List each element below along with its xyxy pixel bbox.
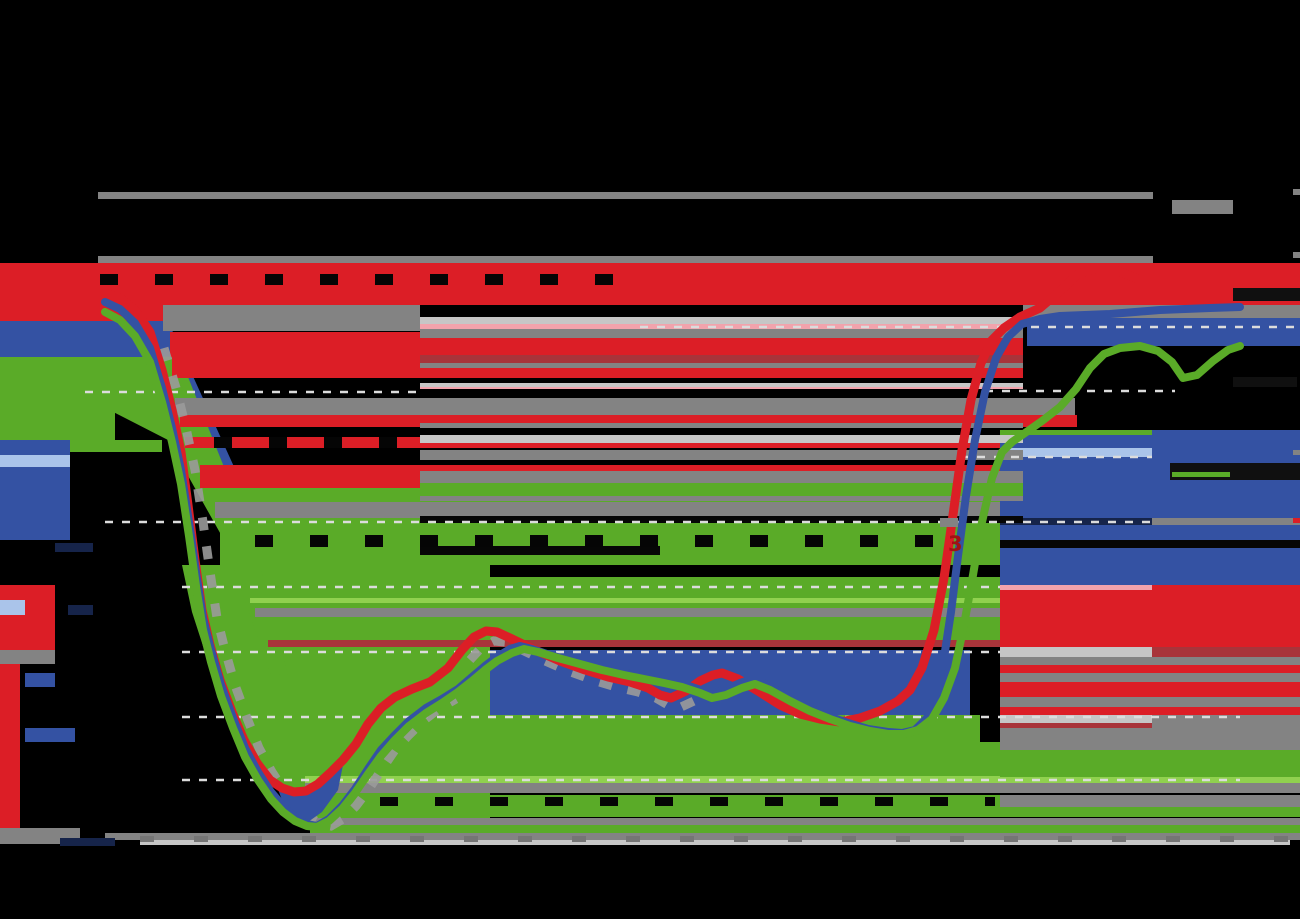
glitch-stripe — [1000, 682, 1300, 697]
glitch-stripe — [250, 598, 1000, 603]
glitch-stripe — [245, 577, 1000, 598]
glitch-stripe — [1172, 472, 1230, 477]
glitch-stripe — [1000, 777, 1300, 783]
illegible-legend-text-block — [1172, 200, 1233, 214]
glitch-stripe — [1027, 318, 1300, 346]
glitch-stripe — [98, 256, 1153, 263]
glitch-stripe — [420, 516, 1023, 523]
glitch-fragment — [940, 518, 958, 527]
glitch-stripe — [0, 455, 70, 467]
glitch-stripe — [1000, 750, 1300, 778]
glitch-stripe — [310, 825, 1300, 833]
glitch-stripe — [1000, 723, 1152, 728]
glitch-stripe — [420, 317, 1023, 324]
glitch-stripe — [1152, 647, 1300, 657]
glitch-stripe — [310, 818, 1300, 825]
axis-tick-label-block — [60, 838, 115, 846]
glitch-stripe — [1293, 189, 1300, 195]
spike-annotation-text: 3 — [948, 532, 963, 556]
glitch-stripe — [1000, 715, 1152, 723]
glitch-stripe — [0, 585, 55, 650]
axis-tick-label-block — [25, 728, 75, 742]
glitch-stripe — [98, 192, 1153, 199]
glitch-stripe — [420, 324, 1023, 329]
glitch-stripe — [268, 640, 1000, 647]
glitch-stripe — [420, 450, 1023, 460]
glitch-stripe — [0, 600, 25, 615]
glitch-stripe — [305, 776, 1000, 783]
glitch-stripe — [255, 603, 1000, 608]
glitch-stripe — [215, 502, 1000, 518]
axis-tick-label-block — [25, 673, 55, 687]
glitch-stripe — [420, 355, 1023, 365]
right-axis-tick — [1293, 450, 1300, 455]
glitch-stripe — [1000, 435, 1152, 448]
glitch-stripe — [1000, 430, 1152, 435]
glitch-stripe — [420, 329, 1023, 338]
glitch-stripe — [1000, 525, 1300, 540]
glitch-stripe — [1000, 448, 1152, 457]
glitch-stripe — [420, 483, 1023, 496]
glitch-stripe — [255, 608, 1000, 617]
glitch-stripe — [1000, 590, 1300, 647]
glitch-stripe — [105, 833, 1300, 840]
glitch-stripe — [1152, 430, 1300, 457]
glitch-stripe — [163, 305, 420, 319]
glitch-stripe — [420, 387, 1023, 389]
glitch-stripe — [0, 467, 70, 540]
glitch-stripe — [305, 783, 1300, 793]
glitch-stripe — [1000, 647, 1152, 657]
glitch-stripe — [420, 401, 1023, 413]
glitch-stripe — [265, 627, 1000, 640]
glitch-stripe — [420, 496, 1023, 501]
glitch-stripe — [420, 471, 1023, 483]
glitch-stripe — [1000, 657, 1300, 665]
glitch-stripe — [420, 423, 1023, 428]
illegible-label-block — [1233, 377, 1297, 387]
glitch-stripe — [0, 378, 60, 440]
glitch-stripe — [140, 840, 1290, 845]
glitch-stripe — [1000, 697, 1300, 707]
glitch-stripe — [1152, 585, 1300, 590]
glitch-stripe — [1170, 463, 1300, 480]
glitch-stripe — [260, 617, 1000, 627]
series-green-line — [101, 308, 1244, 831]
glitch-stripe — [1000, 728, 1300, 750]
axis-tick-label-block — [68, 605, 93, 615]
glitch-stripe — [1152, 723, 1300, 728]
glitch-stripe — [1000, 585, 1152, 590]
illegible-label-block — [1233, 288, 1300, 301]
glitch-stripe — [1000, 673, 1300, 682]
glitch-stripe — [420, 435, 1023, 443]
glitch-stripe — [220, 518, 1000, 565]
glitch-stripe — [1000, 540, 1300, 548]
glitch-stripe — [1293, 252, 1300, 258]
glitch-stripe — [420, 546, 660, 555]
axis-tick-label-block — [55, 543, 93, 552]
glitch-stripe — [420, 363, 1023, 368]
glitch-stripe — [0, 650, 55, 664]
glitch-stripe — [310, 742, 1000, 778]
glitch-stripe — [1000, 795, 1300, 807]
glitch-stripe — [0, 664, 20, 828]
glitch-stripe — [163, 319, 420, 331]
red-curve-shadow — [466, 636, 696, 713]
glitch-stripe — [420, 383, 1023, 387]
glitch-stripe — [1000, 548, 1300, 585]
glitch-stripe — [1000, 807, 1300, 817]
glitch-stripe — [1000, 665, 1300, 673]
glitch-stripe — [1152, 715, 1300, 723]
glitch-stripe — [0, 440, 70, 455]
glitch-stripe — [1152, 518, 1300, 525]
glitch-stripe — [1000, 707, 1300, 715]
right-axis-tick — [1293, 518, 1300, 523]
